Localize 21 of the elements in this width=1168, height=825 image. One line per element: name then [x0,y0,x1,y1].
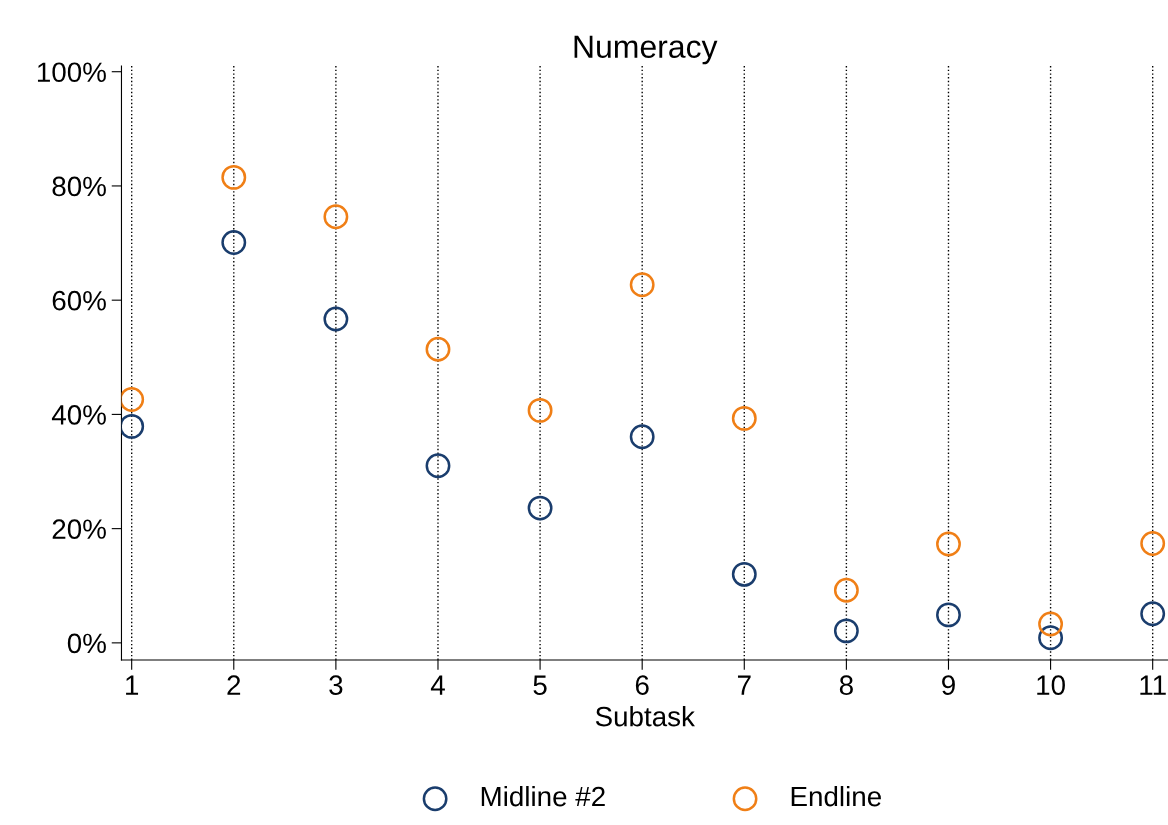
x-tick-label: 5 [533,675,547,695]
y-tick-label: 0% [67,633,106,654]
x-tick-label: 2 [227,675,241,695]
x-axis-title: Subtask [595,706,695,727]
x-tick-label: 11 [1140,675,1166,695]
chart-title: Numeracy [574,35,718,65]
x-tick-label: 9 [942,675,955,695]
y-tick-label: 40% [51,405,106,425]
y-tick-label: 100% [37,62,106,83]
x-tick-label: 7 [737,675,751,695]
y-tick-label: 60% [52,290,106,311]
y-tick-label: 80% [52,176,106,197]
legend-label: Midline #2 [481,785,605,807]
x-tick-label: 4 [430,675,445,695]
x-tick-label: 3 [329,675,343,695]
x-tick-label: 6 [635,675,649,695]
x-tick-label: 8 [839,675,853,695]
y-tick-label: 20% [52,519,106,539]
x-tick-label: 1 [126,675,139,695]
x-tick-label: 10 [1037,675,1065,695]
legend-label: Endline [791,785,881,807]
